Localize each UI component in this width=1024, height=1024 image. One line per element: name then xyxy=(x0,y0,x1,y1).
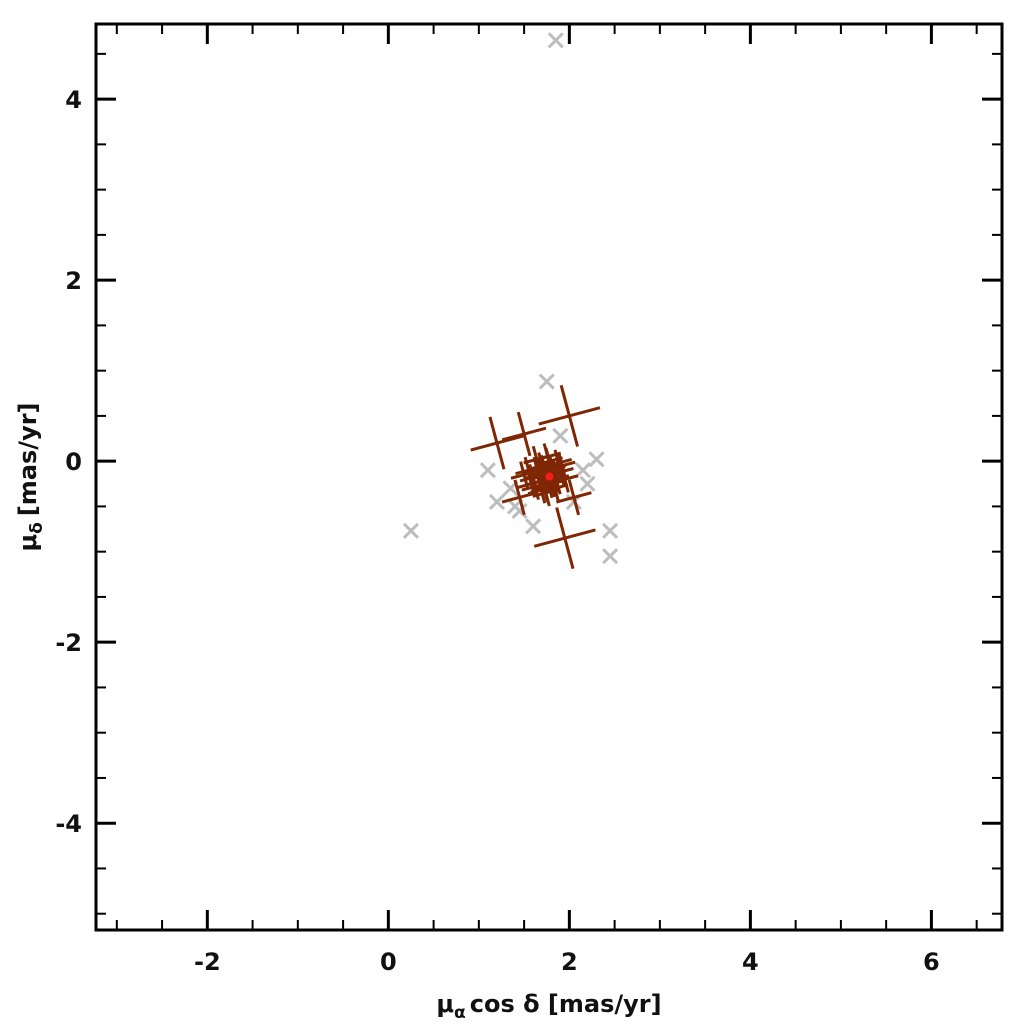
grey-point xyxy=(602,548,619,565)
marker-stroke xyxy=(555,507,575,570)
marker-stroke xyxy=(574,462,592,479)
y-tick-label: 4 xyxy=(65,86,82,114)
grey-point xyxy=(552,427,569,444)
member-point xyxy=(510,461,538,489)
marker-stroke xyxy=(531,445,542,473)
member-point xyxy=(501,411,547,457)
grey-point xyxy=(488,493,506,510)
marker-stroke xyxy=(559,384,580,447)
member-point xyxy=(538,384,601,447)
x-tick-label: 6 xyxy=(923,948,940,976)
member-point xyxy=(533,507,596,570)
member-point xyxy=(470,416,524,470)
marker-stroke xyxy=(552,427,569,444)
grey-point xyxy=(547,32,564,49)
y-tick-label: -4 xyxy=(55,810,82,838)
marker-stroke xyxy=(402,522,420,539)
y-label-symbol: μ xyxy=(14,534,42,552)
marker-stroke xyxy=(588,451,605,468)
mean-point xyxy=(545,472,554,481)
marker-stroke xyxy=(602,522,619,539)
member-point xyxy=(523,445,551,473)
marker-stroke xyxy=(547,456,558,484)
x-axis-label: μα cos δ [mas/yr] xyxy=(436,990,661,1023)
member-point xyxy=(501,479,538,516)
x-label-subscript: α xyxy=(454,1003,466,1023)
x-label-text: cos δ [mas/yr] xyxy=(470,990,662,1018)
x-tick-label: -2 xyxy=(194,948,221,976)
grey-point xyxy=(525,518,542,535)
y-tick-label: 0 xyxy=(65,448,82,476)
marker-stroke xyxy=(479,462,496,479)
marker-stroke xyxy=(513,479,526,516)
grey-point xyxy=(579,475,596,492)
grey-point xyxy=(538,373,555,390)
marker-stroke xyxy=(511,502,528,520)
x-tick-label: 0 xyxy=(380,948,397,976)
marker-stroke xyxy=(525,518,542,535)
marker-stroke xyxy=(516,411,532,457)
grey-point xyxy=(402,522,420,539)
y-label-subscript: δ xyxy=(27,522,47,534)
marker-stroke xyxy=(579,475,596,492)
marker-stroke xyxy=(519,461,530,489)
member-point xyxy=(556,479,592,516)
marker-stroke xyxy=(602,548,619,565)
marker-stroke xyxy=(488,416,506,470)
grey-point xyxy=(479,462,496,479)
marker-stroke xyxy=(538,373,555,390)
marker-stroke xyxy=(488,493,506,510)
x-tick-label: 2 xyxy=(561,948,578,976)
grey-point xyxy=(602,522,619,539)
x-tick-label: 4 xyxy=(742,948,759,976)
grey-point xyxy=(588,451,605,468)
y-tick-label: -2 xyxy=(55,629,82,657)
y-label-text: [mas/yr] xyxy=(14,402,42,516)
marker-stroke xyxy=(536,476,547,504)
y-axis-label: μδ [mas/yr] xyxy=(14,402,47,551)
grey-point xyxy=(574,462,592,479)
grey-point xyxy=(511,502,528,520)
member-point xyxy=(538,456,566,484)
plot-frame xyxy=(94,22,1004,932)
y-tick-label: 2 xyxy=(65,267,82,295)
x-label-symbol: μ xyxy=(436,990,454,1018)
marker-stroke xyxy=(567,479,581,516)
marker-stroke xyxy=(547,32,564,49)
